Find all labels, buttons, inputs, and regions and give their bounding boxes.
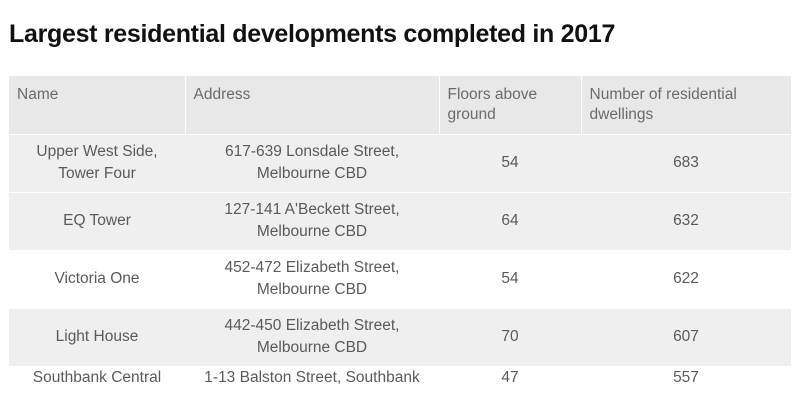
cell-address-line1: 617-639 Lonsdale Street, bbox=[224, 143, 400, 160]
table-row: Southbank Central 1-13 Balston Street, S… bbox=[9, 366, 791, 406]
table-row: Light House 442-450 Elizabeth Street, Mel… bbox=[9, 308, 791, 366]
cell-name-line2: Tower Four bbox=[58, 165, 136, 182]
cell-dwellings: 632 bbox=[673, 212, 699, 229]
table-header: Name Address Floors above ground Number o… bbox=[9, 76, 791, 134]
cell-address: 617-639 Lonsdale Street, Melbourne CBD bbox=[185, 134, 439, 192]
cell-floors: 47 bbox=[501, 368, 519, 386]
cell-dwellings: 622 bbox=[673, 270, 699, 287]
header-name: Name bbox=[9, 76, 185, 134]
cell-name: Light House bbox=[55, 328, 139, 345]
header-dwellings: Number of residential dwellings bbox=[580, 76, 791, 134]
cell-address-line1: 127-141 A'Beckett Street, bbox=[224, 201, 400, 218]
header-dwellings-label-line2: dwellings bbox=[589, 106, 654, 123]
table-row: EQ Tower 127-141 A'Beckett Street, Melbou… bbox=[9, 192, 791, 250]
header-address-label: Address bbox=[193, 86, 251, 103]
cell-name: Southbank Central bbox=[32, 368, 162, 386]
header-address: Address bbox=[184, 76, 439, 134]
cell-dwellings: 607 bbox=[673, 328, 699, 345]
cell-floors: 70 bbox=[501, 328, 519, 345]
header-name-label: Name bbox=[17, 86, 59, 103]
table-row: Upper West Side, Tower Four 617-639 Lonsd… bbox=[9, 134, 791, 192]
header-dwellings-label-line1: Number of residential bbox=[589, 86, 737, 103]
cell-address: 1-13 Balston Street, Southbank bbox=[204, 368, 420, 386]
cell-address: 442-450 Elizabeth Street, Melbourne CBD bbox=[185, 308, 439, 366]
cell-address: 127-141 A'Beckett Street, Melbourne CBD bbox=[185, 192, 439, 250]
cell-floors: 64 bbox=[501, 212, 519, 229]
cell-dwellings: 683 bbox=[673, 154, 699, 171]
cell-floors: 54 bbox=[501, 270, 519, 287]
table-row: Victoria One 452-472 Elizabeth Street, Me… bbox=[9, 250, 791, 308]
header-floors: Floors above ground bbox=[438, 76, 581, 134]
cell-address-line2: Melbourne CBD bbox=[256, 223, 368, 240]
cell-address-line2: Melbourne CBD bbox=[256, 165, 368, 182]
cell-name: EQ Tower bbox=[63, 212, 131, 229]
cell-address-line1: 452-472 Elizabeth Street, bbox=[224, 259, 400, 276]
cell-dwellings: 557 bbox=[673, 368, 699, 386]
page-title: Largest residential developments complet… bbox=[9, 20, 616, 48]
cell-name: Victoria One bbox=[54, 270, 140, 287]
table-body: Upper West Side, Tower Four 617-639 Lonsd… bbox=[9, 134, 791, 406]
header-row: Name Address Floors above ground Number o… bbox=[9, 76, 791, 134]
cell-floors: 54 bbox=[501, 154, 519, 171]
cell-name: Upper West Side, Tower Four bbox=[9, 134, 185, 192]
cell-address-line2: Melbourne CBD bbox=[256, 339, 368, 356]
cell-name-line1: Upper West Side, bbox=[36, 143, 158, 160]
cell-address-line2: Melbourne CBD bbox=[256, 281, 368, 298]
header-floors-label-line2: ground bbox=[447, 106, 496, 123]
header-floors-label-line1: Floors above bbox=[447, 86, 538, 103]
cell-address: 452-472 Elizabeth Street, Melbourne CBD bbox=[185, 250, 439, 308]
developments-table: Name Address Floors above ground Number o… bbox=[9, 76, 791, 406]
cell-address-line1: 442-450 Elizabeth Street, bbox=[224, 317, 400, 334]
